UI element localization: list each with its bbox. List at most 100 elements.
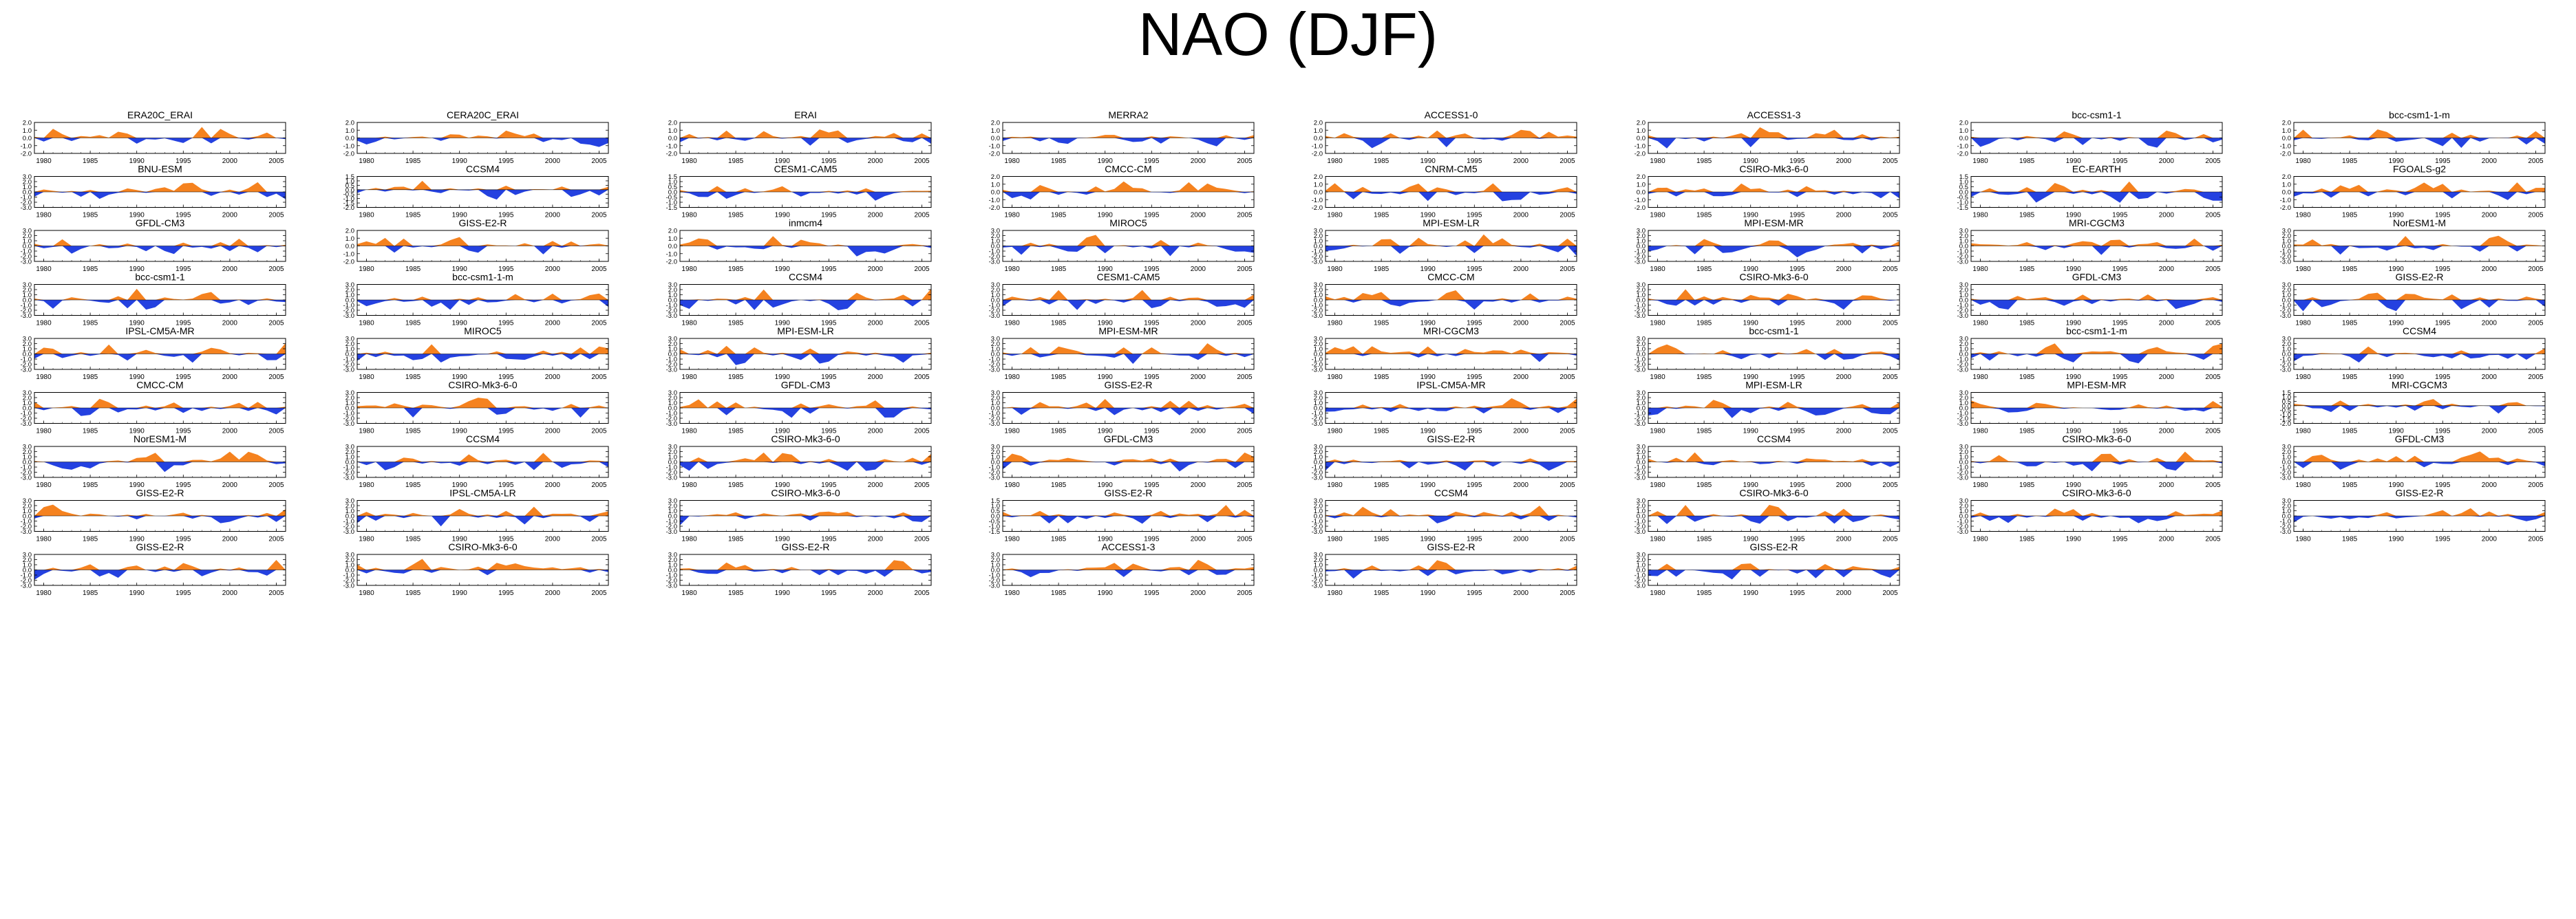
x-tick-label: 1980	[359, 320, 374, 327]
y-tick-label: 1.0	[23, 454, 32, 462]
y-tick-label: -3.0	[343, 367, 354, 374]
x-tick-label: 1980	[359, 482, 374, 489]
y-tick-label: 3.0	[23, 336, 32, 343]
x-tick-label: 2005	[1560, 320, 1575, 327]
x-tick-label: 1990	[129, 158, 145, 165]
panel-title: CSIRO-Mk3-6-0	[771, 488, 840, 499]
x-tick-label: 1995	[498, 320, 514, 327]
y-tick-label: 0.5	[1959, 184, 1968, 191]
x-tick-label: 1985	[83, 158, 98, 165]
y-tick-label: 1.0	[23, 184, 32, 191]
x-tick-label: 1980	[1650, 320, 1665, 327]
y-tick-label: 0.0	[2282, 297, 2291, 305]
nao-panel: MPI-ESM-LR 3.02.01.00.0-1.0-2.0-3.0 1980 19…	[1312, 217, 1577, 273]
x-tick-label: 1985	[1374, 320, 1390, 327]
y-tick-label: 0.0	[1314, 405, 1323, 413]
y-tick-label: 1.0	[991, 454, 1000, 462]
x-tick-label: 2000	[222, 158, 238, 165]
x-tick-label: 1990	[1420, 212, 1436, 219]
x-tick-label: 2000	[2482, 158, 2498, 165]
x-tick-label: 2000	[868, 536, 884, 543]
positive-area	[2294, 451, 2545, 462]
x-tick-label: 1995	[1144, 536, 1160, 543]
negative-area	[2294, 138, 2545, 149]
nao-panel: CSIRO-Mk3-6-0 3.02.01.00.0-1.0-2.0-3.0 198…	[1635, 488, 1900, 543]
y-tick-label: 0.0	[1637, 513, 1646, 521]
x-tick-label: 1980	[36, 320, 52, 327]
x-tick-label: 1980	[1004, 158, 1020, 165]
x-tick-label: 1990	[1098, 374, 1114, 381]
y-tick-label: 3.0	[1959, 228, 1968, 235]
y-tick-label: 3.0	[23, 389, 32, 397]
positive-area	[680, 399, 931, 408]
nao-panel: CCSM4 3.02.01.00.0-1.0-2.0-3.0 1980 1985 199…	[2280, 325, 2546, 381]
panel-title: CSIRO-Mk3-6-0	[2062, 488, 2131, 499]
x-tick-label: 2005	[591, 158, 607, 165]
negative-area	[34, 462, 286, 473]
positive-area	[2294, 292, 2545, 300]
x-tick-label: 2005	[914, 374, 930, 381]
y-tick-label: 0.0	[23, 405, 32, 413]
x-tick-label: 1980	[36, 590, 52, 597]
y-tick-label: 2.0	[668, 448, 677, 456]
y-tick-label: -1.0	[1635, 142, 1646, 150]
y-tick-label: 3.0	[668, 497, 677, 505]
nao-panel: CNRM-CM5 2.01.00.0-1.0-2.0 1980 1985 1990 199…	[1312, 164, 1577, 219]
nao-panel: CMCC-CM 3.02.01.00.0-1.0-2.0-3.0 1980 1985 1…	[21, 380, 286, 435]
panel-title: NorESM1-M	[2393, 217, 2446, 228]
x-tick-label: 1980	[2295, 266, 2311, 273]
negative-area	[34, 138, 286, 144]
x-tick-label: 2000	[1836, 212, 1852, 219]
positive-area	[357, 398, 608, 408]
x-tick-label: 1995	[1144, 374, 1160, 381]
x-tick-label: 1980	[36, 212, 52, 219]
x-tick-label: 1985	[1696, 266, 1712, 273]
x-tick-label: 1995	[2435, 536, 2451, 543]
y-tick-label: -2.0	[21, 253, 32, 261]
x-tick-label: 2005	[1882, 158, 1898, 165]
panel-title: CCSM4	[466, 164, 500, 175]
y-tick-label: -3.0	[21, 259, 32, 266]
x-tick-label: 1980	[359, 590, 374, 597]
x-tick-label: 1980	[681, 374, 697, 381]
x-tick-label: 1980	[36, 374, 52, 381]
y-tick-label: -3.0	[666, 420, 677, 428]
y-tick-label: -2.0	[21, 469, 32, 477]
x-tick-label: 1985	[1374, 590, 1390, 597]
y-tick-label: 0.5	[668, 184, 677, 191]
x-tick-label: 2000	[1191, 428, 1206, 435]
y-tick-label: -0.5	[1957, 194, 1968, 202]
y-tick-label: 1.0	[2282, 292, 2291, 299]
nao-panel: ACCESS1-3 3.02.01.00.0-1.0-2.0-3.0 1980 198…	[989, 541, 1255, 597]
negative-area	[1326, 300, 1577, 310]
nao-panel: IPSL-CM5A-MR 3.02.01.00.0-1.0-2.0-3.0 1980…	[21, 325, 286, 381]
x-tick-label: 2005	[268, 374, 284, 381]
y-tick-label: -1.0	[343, 464, 354, 472]
y-tick-label: -2.0	[2280, 151, 2291, 158]
nao-panel: NorESM1-M 3.02.01.00.0-1.0-2.0-3.0 1980 198…	[21, 433, 286, 489]
nao-panel: CSIRO-Mk3-6-0 3.02.01.00.0-1.0-2.0-3.0 198…	[343, 380, 609, 435]
x-tick-label: 2000	[2482, 374, 2498, 381]
x-tick-label: 1995	[1789, 590, 1805, 597]
y-tick-label: -3.0	[989, 475, 1000, 482]
y-tick-label: 1.0	[991, 292, 1000, 299]
y-tick-label: 1.0	[1959, 454, 1968, 462]
panel-title: ERA20C_ERAI	[127, 109, 193, 120]
x-tick-label: 2000	[2159, 266, 2175, 273]
x-tick-label: 1990	[129, 536, 145, 543]
positive-area	[34, 288, 286, 300]
y-tick-label: 2.0	[1637, 395, 1646, 402]
positive-area	[2294, 129, 2545, 138]
panel-title: bcc-csm1-1-m	[452, 272, 513, 283]
y-tick-label: 1.0	[1314, 127, 1323, 135]
panel-title: CNRM-CM5	[1425, 164, 1477, 175]
y-tick-label: 3.0	[991, 336, 1000, 343]
y-tick-label: 0.0	[1959, 189, 1968, 197]
y-tick-label: 3.0	[2282, 281, 2291, 289]
y-tick-label: -3.0	[1635, 259, 1646, 266]
y-tick-label: 0.0	[2282, 243, 2291, 250]
negative-area	[357, 246, 608, 255]
x-tick-label: 1985	[2019, 482, 2035, 489]
negative-area	[34, 354, 286, 363]
x-tick-label: 1990	[1743, 536, 1759, 543]
